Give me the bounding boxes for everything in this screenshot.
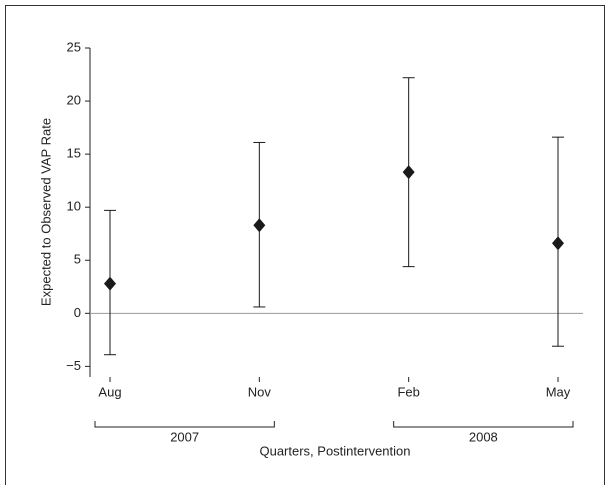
x-tick-label: Aug [98,384,121,399]
point [402,165,415,180]
point [253,218,266,233]
y-tick-label: 10 [67,199,81,214]
y-tick-label: 25 [67,39,81,54]
group-label: 2008 [469,429,498,444]
y-axis-label: Expected to Observed VAP Rate [38,118,53,306]
group-bracket [94,421,275,428]
frame [5,5,605,485]
y-tick-label: −5 [66,358,81,373]
x-axis-label: Quarters, Postintervention [259,443,410,458]
y-tick-label: 5 [74,252,81,267]
point [552,236,564,251]
group-bracket [393,421,574,428]
x-tick-label: Nov [248,384,272,399]
y-tick-label: 15 [67,146,81,161]
y-tick-label: 20 [67,93,81,108]
x-tick-label: Feb [397,384,419,399]
point [104,276,116,291]
y-tick-label: 0 [74,305,81,320]
x-tick-label: May [546,384,571,399]
group-label: 2007 [170,429,199,444]
